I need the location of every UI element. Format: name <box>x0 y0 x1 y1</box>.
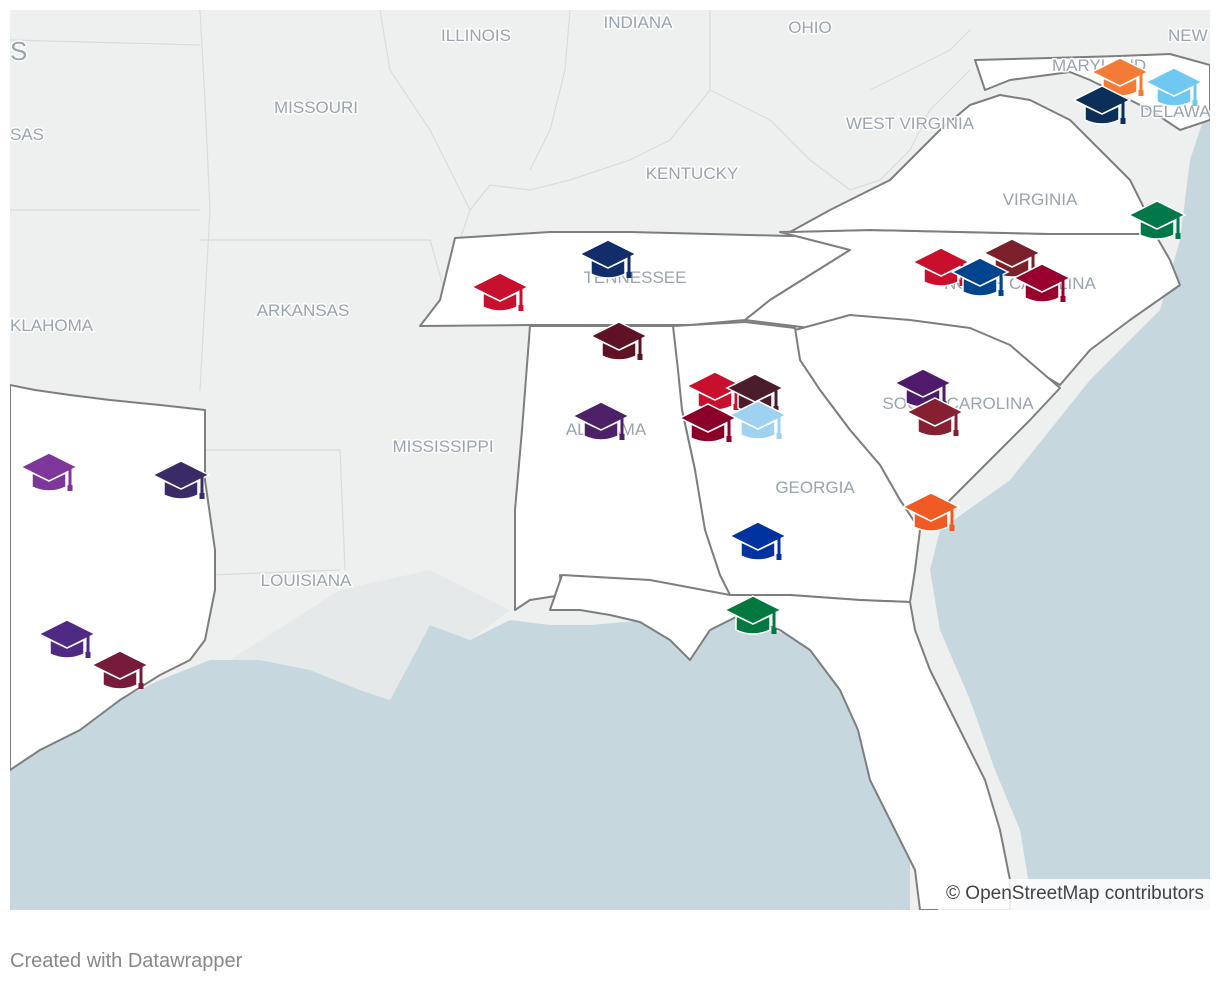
graduation-cap-icon[interactable] <box>905 397 965 437</box>
graduation-cap-icon[interactable] <box>1072 85 1132 125</box>
coastline-shading <box>230 570 510 700</box>
graduation-cap-icon[interactable] <box>950 257 1010 297</box>
map-canvas[interactable]: ILLINOIS INDIANA OHIO NEW MARYLAND DELAW… <box>10 10 1210 910</box>
state-label: MISSOURI <box>274 98 358 117</box>
state-label: LOUISIANA <box>261 571 352 590</box>
graduation-cap-icon[interactable] <box>728 521 788 561</box>
graduation-cap-icon[interactable] <box>678 403 738 443</box>
graduation-cap-icon[interactable] <box>90 650 150 690</box>
graduation-cap-icon[interactable] <box>578 239 638 279</box>
state-virginia <box>789 94 1156 235</box>
state-label: NEW <box>1168 26 1208 45</box>
datawrapper-credit[interactable]: Created with Datawrapper <box>10 950 243 972</box>
state-label: S <box>10 36 27 66</box>
graduation-cap-icon[interactable] <box>1012 263 1072 303</box>
graduation-cap-icon[interactable] <box>1144 67 1204 107</box>
graduation-cap-icon[interactable] <box>151 460 211 500</box>
state-label: DELAWA <box>1140 102 1210 121</box>
state-label: INDIANA <box>604 13 674 32</box>
graduation-cap-icon[interactable] <box>901 492 961 532</box>
state-label: ARKANSAS <box>257 301 350 320</box>
graduation-cap-icon[interactable] <box>470 272 530 312</box>
markers-layer <box>19 57 1204 690</box>
graduation-cap-icon[interactable] <box>1127 200 1187 240</box>
graduation-cap-icon[interactable] <box>982 238 1042 278</box>
graduation-cap-icon[interactable] <box>723 595 783 635</box>
graduation-cap-icon[interactable] <box>19 452 79 492</box>
graduation-cap-icon[interactable] <box>37 619 97 659</box>
state-florida <box>549 574 1011 910</box>
map-attribution[interactable]: © OpenStreetMap contributors <box>938 879 1210 910</box>
state-label: MISSISSIPPI <box>392 437 493 456</box>
graduation-cap-icon[interactable] <box>571 401 631 441</box>
state-label: VIRGINIA <box>1003 190 1078 209</box>
state-label: WEST VIRGINIA <box>846 114 975 133</box>
graduation-cap-icon[interactable] <box>589 321 649 361</box>
graduation-cap-icon[interactable] <box>893 368 953 408</box>
state-label: KENTUCKY <box>646 164 739 183</box>
state-label: SAS <box>10 125 44 144</box>
graduation-cap-icon[interactable] <box>728 400 788 440</box>
map-container[interactable]: ILLINOIS INDIANA OHIO NEW MARYLAND DELAW… <box>10 10 1210 910</box>
state-label: KLAHOMA <box>10 316 94 335</box>
state-label: GEORGIA <box>775 478 855 497</box>
state-label: ILLINOIS <box>441 26 511 45</box>
state-label: OHIO <box>788 18 831 37</box>
state-maryland-delaware <box>974 53 1210 131</box>
neighbor-borders <box>10 10 971 576</box>
